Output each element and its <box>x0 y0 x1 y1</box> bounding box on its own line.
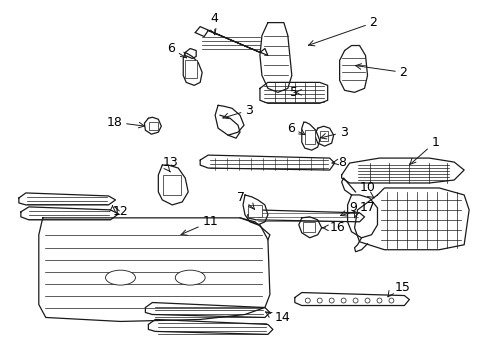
Text: 2: 2 <box>310 16 377 45</box>
Ellipse shape <box>341 298 346 303</box>
Polygon shape <box>183 53 202 85</box>
Bar <box>185 60 197 78</box>
Polygon shape <box>260 23 291 92</box>
Polygon shape <box>195 27 267 55</box>
Text: 14: 14 <box>267 311 290 324</box>
Bar <box>163 175 181 195</box>
Ellipse shape <box>388 298 393 303</box>
Polygon shape <box>260 82 327 103</box>
Text: 16: 16 <box>324 221 345 234</box>
Text: 4: 4 <box>210 12 218 33</box>
Bar <box>149 122 158 130</box>
Text: 8: 8 <box>331 156 345 168</box>
Polygon shape <box>247 210 364 222</box>
Text: 6: 6 <box>167 42 184 57</box>
Bar <box>304 130 314 144</box>
Text: 10: 10 <box>359 181 375 198</box>
Polygon shape <box>339 45 367 92</box>
Bar <box>247 205 262 217</box>
Ellipse shape <box>328 298 333 303</box>
Polygon shape <box>347 195 377 238</box>
Bar <box>319 131 327 141</box>
Bar <box>302 222 314 232</box>
Polygon shape <box>215 105 244 135</box>
Text: 2: 2 <box>357 66 407 79</box>
Polygon shape <box>298 217 321 238</box>
Text: 6: 6 <box>286 122 303 135</box>
Text: 13: 13 <box>162 156 178 172</box>
Polygon shape <box>148 319 272 334</box>
Polygon shape <box>145 302 269 318</box>
Text: 17: 17 <box>342 201 375 215</box>
Polygon shape <box>19 193 115 205</box>
Polygon shape <box>200 155 334 170</box>
Text: 5: 5 <box>289 86 297 99</box>
Ellipse shape <box>376 298 381 303</box>
Polygon shape <box>294 293 408 306</box>
Ellipse shape <box>317 298 322 303</box>
Ellipse shape <box>352 298 357 303</box>
Polygon shape <box>243 195 267 225</box>
Polygon shape <box>21 207 118 220</box>
Polygon shape <box>144 117 161 134</box>
Polygon shape <box>314 126 333 146</box>
Text: 3: 3 <box>322 126 347 139</box>
Ellipse shape <box>105 270 135 285</box>
Polygon shape <box>354 188 468 250</box>
Text: 3: 3 <box>224 104 252 117</box>
Polygon shape <box>39 218 269 321</box>
Polygon shape <box>341 158 463 183</box>
Text: 12: 12 <box>112 205 128 219</box>
Text: 7: 7 <box>237 192 252 208</box>
Ellipse shape <box>364 298 369 303</box>
Ellipse shape <box>175 270 205 285</box>
Text: 11: 11 <box>183 215 218 234</box>
Polygon shape <box>301 122 319 150</box>
Text: 15: 15 <box>389 281 409 296</box>
Text: 1: 1 <box>410 136 438 163</box>
Text: 9: 9 <box>349 201 357 218</box>
Ellipse shape <box>305 298 309 303</box>
Polygon shape <box>158 165 188 205</box>
Text: 18: 18 <box>106 116 142 129</box>
